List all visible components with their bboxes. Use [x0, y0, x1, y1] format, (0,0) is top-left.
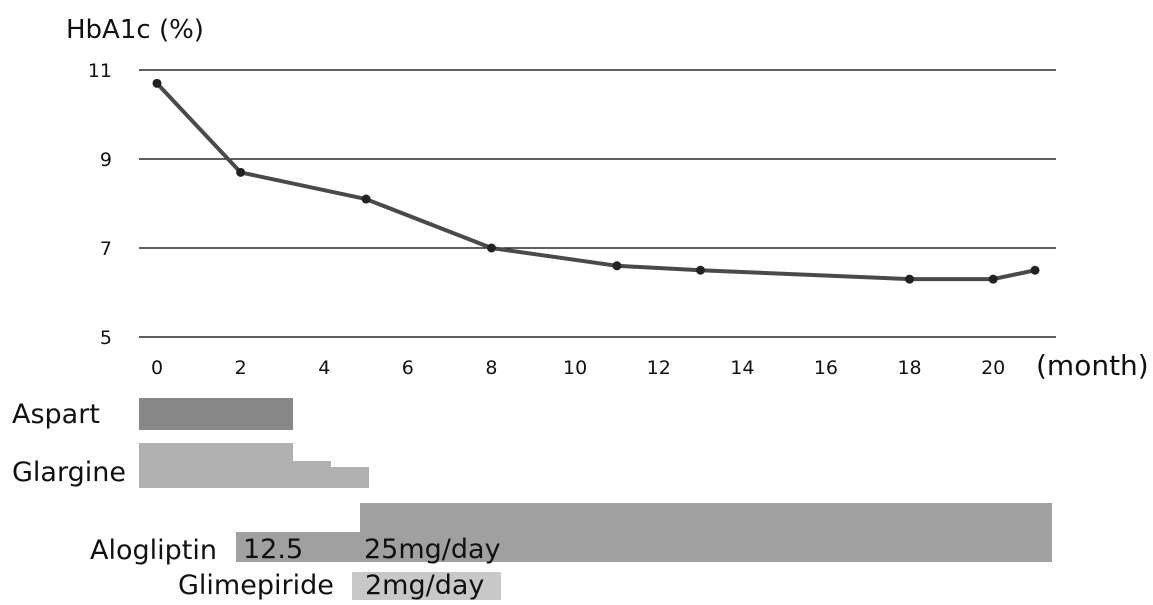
- y-tick-label: 7: [100, 238, 112, 260]
- x-axis-unit: (month): [1036, 349, 1149, 382]
- glargine-bar-segment-1: [139, 443, 293, 488]
- x-tick-label: 18: [897, 357, 921, 379]
- alogliptin-label: Alogliptin: [90, 535, 217, 566]
- data-point: [905, 274, 915, 284]
- y-tick-labels: 5 7 9 11: [88, 60, 112, 349]
- x-tick-label: 14: [730, 357, 754, 379]
- aspart-bar: [139, 398, 293, 430]
- hba1c-series-line: [155, 82, 1036, 282]
- data-point: [1030, 265, 1040, 275]
- aspart-label: Aspart: [12, 399, 100, 430]
- glargine-bar-segment-2: [292, 461, 331, 488]
- data-point: [486, 243, 496, 253]
- data-point: [988, 274, 998, 284]
- y-tick-label: 11: [88, 60, 112, 82]
- x-tick-label: 20: [981, 357, 1005, 379]
- alogliptin-low-dose-text: 12.5: [243, 534, 303, 565]
- x-tick-label: 2: [235, 357, 247, 379]
- data-point: [612, 261, 622, 271]
- y-tick-label: 5: [100, 327, 112, 349]
- x-tick-label: 4: [318, 357, 330, 379]
- glimepiride-label: Glimepiride: [178, 570, 334, 600]
- data-point: [361, 194, 371, 204]
- data-points: [152, 78, 1040, 284]
- x-tick-label: 12: [647, 357, 671, 379]
- data-point: [236, 167, 246, 177]
- y-tick-label: 9: [100, 149, 112, 171]
- x-tick-label: 16: [814, 357, 838, 379]
- x-tick-label: 6: [402, 357, 414, 379]
- alogliptin-high-dose-text: 25mg/day: [364, 534, 501, 565]
- alogliptin-bar-high-dose: [360, 503, 1052, 562]
- glargine-label: Glargine: [12, 457, 126, 488]
- grid-lines: [139, 69, 1056, 338]
- data-point: [696, 265, 706, 275]
- x-tick-label: 8: [485, 357, 497, 379]
- data-point: [152, 78, 162, 88]
- x-tick-label: 10: [563, 357, 587, 379]
- x-tick-label: 0: [151, 357, 163, 379]
- alogliptin-bar-low-dose: [236, 532, 362, 562]
- x-tick-labels: 0 2 4 6 8 10 12 14 16 18 20: [151, 357, 1005, 379]
- glimepiride-bar: [352, 572, 501, 600]
- glimepiride-dose-text: 2mg/day: [365, 570, 484, 600]
- y-axis-label: HbA1c (%): [66, 15, 204, 45]
- glargine-bar-segment-3: [330, 467, 369, 488]
